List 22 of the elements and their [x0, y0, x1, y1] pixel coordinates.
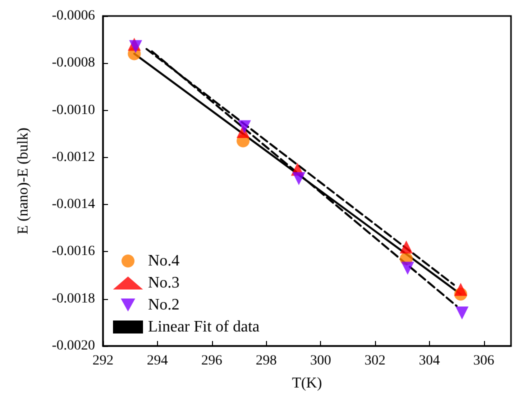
y-tick-label: -0.0012	[52, 150, 95, 165]
y-tick-label: -0.0016	[52, 244, 95, 260]
y-tick-label: -0.0008	[52, 56, 95, 71]
legend-label: No.2	[148, 296, 180, 314]
x-axis-title: T(K)	[292, 376, 322, 392]
y-tick-label: -0.0020	[52, 338, 95, 354]
x-tick-label: 296	[201, 354, 222, 368]
x-tick-label: 300	[310, 354, 332, 368]
y-tick-label: -0.0014	[52, 197, 95, 212]
legend-label: Linear Fit of data	[148, 318, 260, 336]
x-tick-label: 306	[473, 354, 494, 368]
y-axis-title: E (nano)-E (bulk)	[16, 128, 32, 234]
legend-label: No.4	[148, 252, 180, 270]
y-tick-label: -0.0018	[52, 291, 95, 306]
y-tick-label: -0.0006	[52, 8, 95, 24]
legend-label: No.3	[148, 274, 180, 292]
x-tick-label: 294	[146, 354, 168, 368]
x-tick-label: 298	[256, 354, 277, 368]
x-tick-label: 304	[418, 354, 440, 368]
x-tick-label: 302	[364, 354, 386, 368]
x-tick-label: 292	[92, 354, 114, 368]
y-tick-label: -0.0010	[52, 102, 95, 118]
